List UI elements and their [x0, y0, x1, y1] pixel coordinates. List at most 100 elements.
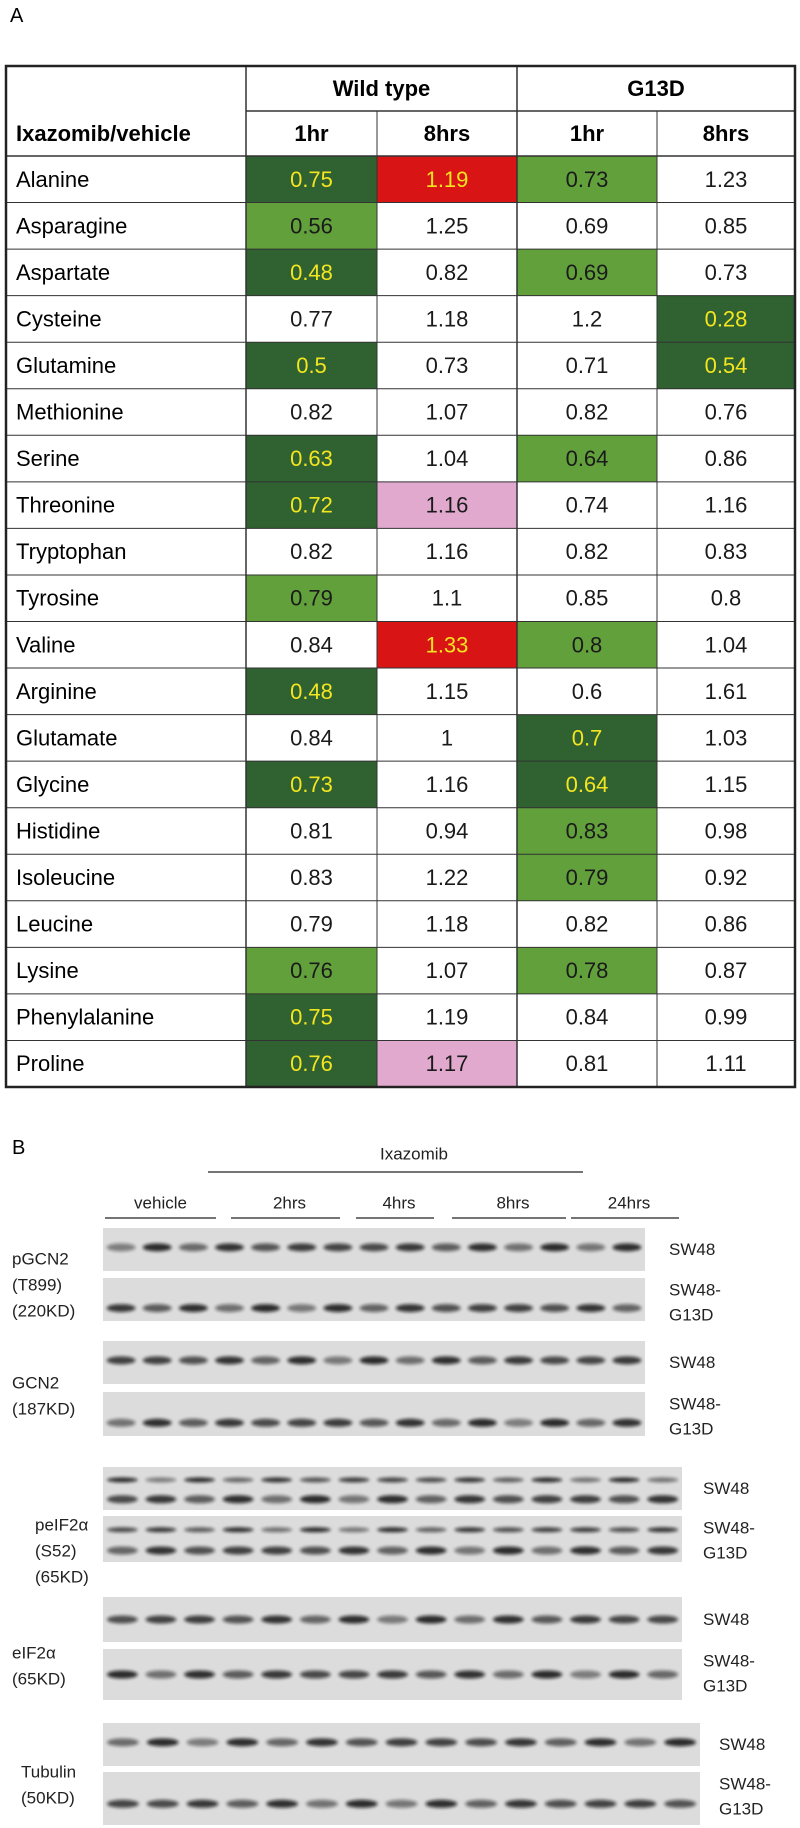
cell-highlight: [517, 156, 657, 203]
blot-band: [504, 1243, 533, 1252]
blot-band: [608, 1495, 640, 1504]
blot-band: [608, 1546, 640, 1555]
cell-value: 0.92: [705, 865, 748, 890]
row-name: Isoleucine: [16, 865, 115, 890]
blot-band: [612, 1356, 642, 1365]
cell-value: 0.98: [705, 818, 748, 843]
cell-value: 1.33: [426, 632, 469, 657]
cell-value: 1.19: [426, 167, 469, 192]
blot-band: [576, 1418, 606, 1427]
cell-highlight: [517, 435, 657, 482]
blot-band: [299, 1477, 331, 1483]
blot-band: [305, 1738, 338, 1747]
blot-band: [504, 1356, 533, 1365]
cell-value: 0.73: [290, 772, 333, 797]
blot-band: [323, 1304, 353, 1313]
blot-band: [106, 1243, 136, 1252]
blot-band: [338, 1495, 370, 1504]
blot-band: [261, 1477, 293, 1483]
blot-band: [266, 1799, 299, 1808]
cell-line-label: SW48-: [669, 1281, 721, 1300]
group-header: Wild type: [333, 76, 431, 101]
blot-band: [664, 1738, 697, 1747]
blot-band: [395, 1304, 425, 1313]
blot-band: [612, 1243, 642, 1252]
cell-value: 0.64: [566, 772, 609, 797]
blot-band: [142, 1243, 172, 1252]
cell-value: 1.1: [432, 586, 463, 611]
blot-band: [540, 1418, 570, 1427]
blot-band: [261, 1495, 293, 1504]
cell-value: 0.84: [290, 632, 333, 657]
cell-value: 1.04: [426, 446, 469, 471]
blot-band: [215, 1356, 244, 1365]
cell-line-label: G13D: [703, 1544, 747, 1563]
cell-highlight: [246, 342, 377, 389]
blot-band: [266, 1738, 299, 1747]
blot-band: [467, 1243, 497, 1252]
row-name: Arginine: [16, 679, 97, 704]
table-border: [4, 64, 797, 1089]
blot-band: [624, 1738, 657, 1747]
cell-value: 0.82: [566, 912, 609, 937]
blot-band: [145, 1477, 177, 1483]
blot-band: [106, 1527, 138, 1533]
cell-highlight: [517, 807, 657, 855]
blot-band: [106, 1670, 138, 1679]
blot-band: [299, 1546, 331, 1555]
blot-band: [454, 1477, 486, 1483]
cell-value: 0.86: [705, 912, 748, 937]
blot-band: [544, 1738, 577, 1747]
blot-band: [608, 1477, 640, 1483]
cell-highlight: [517, 854, 657, 901]
blot-band: [647, 1546, 679, 1555]
blot-band: [540, 1356, 570, 1365]
protein-label: (50KD): [21, 1789, 75, 1808]
cell-line-label: SW48-: [703, 1519, 755, 1538]
cell-value: 0.8: [572, 632, 603, 657]
blot-band: [261, 1670, 293, 1679]
protein-label: Tubulin: [21, 1763, 76, 1782]
cell-highlight: [246, 993, 377, 1041]
blot-band: [287, 1243, 317, 1252]
cell-value: 0.85: [705, 213, 748, 238]
blot-band: [454, 1495, 486, 1504]
timepoint-label: 2hrs: [273, 1194, 306, 1213]
blot-band: [251, 1418, 281, 1427]
blot-band: [608, 1670, 640, 1679]
blot-band: [385, 1738, 418, 1747]
cell-value: 1: [441, 725, 453, 750]
blot-band: [146, 1799, 179, 1808]
blot-band: [106, 1615, 138, 1624]
cell-value: 0.75: [290, 167, 333, 192]
cell-value: 1.16: [426, 772, 469, 797]
row-header: Ixazomib/vehicle: [16, 121, 191, 146]
blot-band: [492, 1495, 524, 1504]
blot-band: [323, 1418, 353, 1427]
blot-band: [647, 1670, 679, 1679]
blot-band: [338, 1527, 370, 1533]
blot-band: [544, 1799, 577, 1808]
cell-value: 1.16: [426, 539, 469, 564]
row-name: Glutamine: [16, 353, 116, 378]
cell-highlight: [377, 156, 517, 203]
row-name: Valine: [16, 632, 76, 657]
blot-band: [431, 1418, 461, 1427]
blot-band: [287, 1356, 317, 1365]
cell-highlight: [246, 574, 377, 622]
protein-label: (187KD): [12, 1400, 75, 1419]
cell-value: 0.76: [290, 958, 333, 983]
blot-band: [531, 1527, 563, 1533]
blot-band: [323, 1356, 353, 1365]
row-name: Proline: [16, 1051, 84, 1076]
cell-highlight: [377, 1040, 517, 1087]
blot-band: [415, 1495, 447, 1504]
protein-label: peIF2α: [35, 1516, 88, 1535]
cell-highlight: [246, 435, 377, 482]
blot-band: [492, 1670, 524, 1679]
cell-value: 0.28: [705, 306, 748, 331]
cell-value: 0.79: [566, 865, 609, 890]
blot-band: [299, 1670, 331, 1679]
cell-highlight: [246, 249, 377, 296]
blot-band: [359, 1418, 389, 1427]
